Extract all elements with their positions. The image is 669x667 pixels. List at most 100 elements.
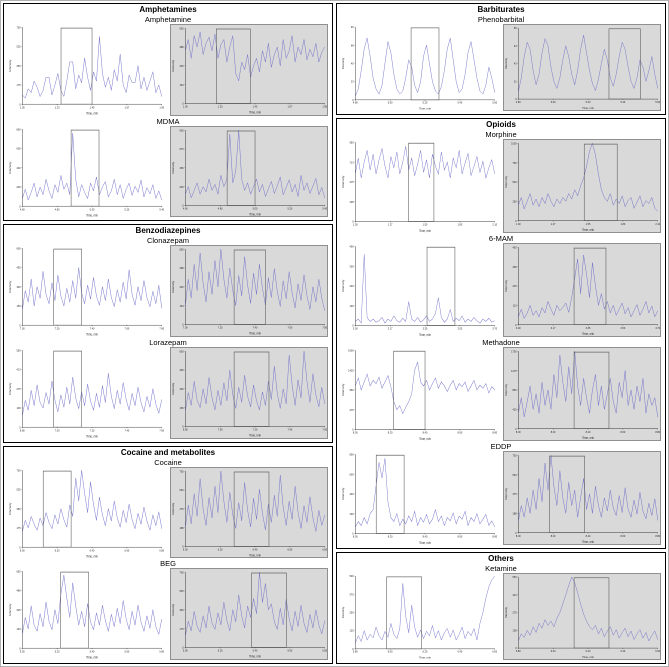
x-tick-label: 7.00 [20,326,25,330]
y-tick-label: 175 [17,83,22,87]
x-axis-label: Time, min [86,111,98,115]
y-tick-label: 163 [179,304,184,308]
y-tick-label: 900 [179,128,184,132]
group-title-amphetamines: Amphetamines [139,5,197,14]
x-tick-label: 1.27 [550,221,555,225]
y-tick-label: 0 [515,97,517,101]
x-tick-label: 5.80 [322,649,327,653]
x-tick-label: 6.80 [159,548,164,552]
y-axis-label: Intensity [504,175,508,188]
x-tick-label: 4.80 [353,101,358,105]
x-axis-label: Time, min [419,107,431,111]
x-tick-label: 4.80 [217,206,222,210]
y-tick-label: 250 [512,199,517,203]
x-tick-label: 8.00 [353,534,358,538]
trace [517,576,658,642]
x-tick-label: 6.40 [620,649,625,653]
y-tick-label: 163 [17,627,22,631]
x-axis-label: Time, min [582,106,594,110]
trace [184,470,325,532]
panel-mdma: MDMA 0 200 400 600 800 4.60 4.80 5.00 5.20 5.40 In… [6,117,330,219]
y-tick-label: 90 [351,25,354,29]
trace [22,469,162,532]
panel-title-methadone: Methadone [482,338,520,348]
highlight-region [233,351,269,427]
y-tick-label: 225 [512,284,517,288]
lorazepam-zoom-svg: 0 150 300 450 600 6.80 7.00 7.20 7.40 7.60 Intensi… [171,349,327,438]
y-tick-label: 188 [179,525,184,529]
y-tick-label: 0 [182,424,184,428]
y-tick-label: 0 [19,102,21,106]
y-tick-label: 175 [179,627,184,631]
trace [22,267,162,311]
x-tick-label: 5.40 [620,100,625,104]
x-tick-label: 7.40 [90,326,95,330]
y-tick-label: 600 [17,146,22,150]
axes [517,577,658,649]
trace [517,35,658,93]
x-tick-label: 6.60 [655,649,660,653]
highlight-region [42,470,72,548]
x-axis-label: Time, min [582,655,594,659]
x-axis-label: Time, min [249,332,261,336]
chart-row: 0 175 350 525 700 6.00 6.20 6.40 6.60 6.80 Intensi… [6,466,330,560]
panel-lorazepam: Lorazepam 0 138 275 413 550 6.80 7.00 7.20 7.40 7… [6,338,330,440]
group-barbiturates: Barbiturates Phenobarbital 0 23 45 68 90 4.80… [336,3,666,115]
x-tick-label: 1.00 [515,221,520,225]
y-tick-label: 138 [512,629,517,633]
chromatogram-beg-zoom: 0 175 350 525 700 5.00 5.20 5.40 5.60 5.80 Intensi… [169,568,328,660]
y-tick-label: 850 [512,388,517,392]
group-others: Others Ketamine 0 125 250 375 500 5.80 6.00 6.2… [336,552,666,665]
x-tick-label: 7.40 [252,326,257,330]
x-tick-label: 5.40 [252,649,257,653]
x-tick-label: 5.80 [353,650,358,654]
axes [517,455,658,534]
y-tick-label: 488 [179,266,184,270]
x-tick-label: 7.60 [159,428,164,432]
y-tick-label: 200 [350,512,355,516]
x-tick-label: 7.20 [55,326,60,330]
chromatogram-mdma-full: 0 200 400 600 800 4.60 4.80 5.00 5.20 5.40 Intensi… [8,125,165,218]
y-tick-label: 225 [179,184,184,188]
y-tick-label: 413 [512,593,517,597]
y-tick-label: 600 [350,472,355,476]
y-tick-label: 800 [350,452,355,456]
y-tick-label: 650 [179,26,184,30]
y-tick-label: 650 [179,247,184,251]
x-tick-label: 3.70 [655,325,660,329]
x-tick-label: 5.20 [585,100,590,104]
y-axis-label: Intensity [8,603,12,616]
x-tick-label: 6.40 [252,547,257,551]
amphetamine-full-svg: 0 175 350 525 700 1.00 1.23 1.45 1.67 1.90 Intensi… [8,25,164,116]
y-axis-label: Intensity [8,280,12,293]
y-tick-label: 150 [17,304,22,308]
y-tick-label: 450 [179,368,184,372]
y-tick-label: 525 [17,44,22,48]
y-tick-label: 125 [350,629,355,633]
panel-ketamine: Ketamine 0 125 250 375 500 5.80 6.00 6.20 6.40 6.… [339,564,663,661]
panel-eddp: EDDP 0 200 400 600 800 8.00 8.20 8.40 8.60 8.80 In… [339,442,663,546]
x-tick-label: 6.20 [55,548,60,552]
y-tick-label: 175 [17,526,22,530]
highlight-region [583,143,617,221]
chromatogram-methadone-full: 0 475 950 1425 1900 8.00 8.20 8.40 8.60 8.80 Inten… [341,347,498,442]
highlight-region [250,573,287,649]
y-tick-label: 0 [182,101,184,105]
trace [517,455,658,522]
x-tick-label: 8.40 [423,430,428,434]
x-axis-label: Time, min [419,229,431,233]
y-tick-label: 188 [512,511,517,515]
chromatogram-cocaine-zoom: 0 188 375 563 750 6.00 6.20 6.40 6.60 6.80 Intensi… [169,466,328,559]
x-tick-label: 2.10 [492,222,497,226]
y-tick-label: 700 [17,25,22,29]
axes [184,351,325,427]
y-tick-label: 375 [350,593,355,597]
panel-title-mdma: MDMA [156,116,180,126]
x-tick-label: 5.60 [287,649,292,653]
group-title-cocaine: Cocaine and metabolites [120,447,216,457]
highlight-region [426,246,456,326]
axes [355,576,495,650]
eddp-full-svg: 0 200 400 600 800 8.00 8.20 8.40 8.60 8.80 Intensi… [341,452,497,545]
x-tick-label: 6.80 [322,547,327,551]
